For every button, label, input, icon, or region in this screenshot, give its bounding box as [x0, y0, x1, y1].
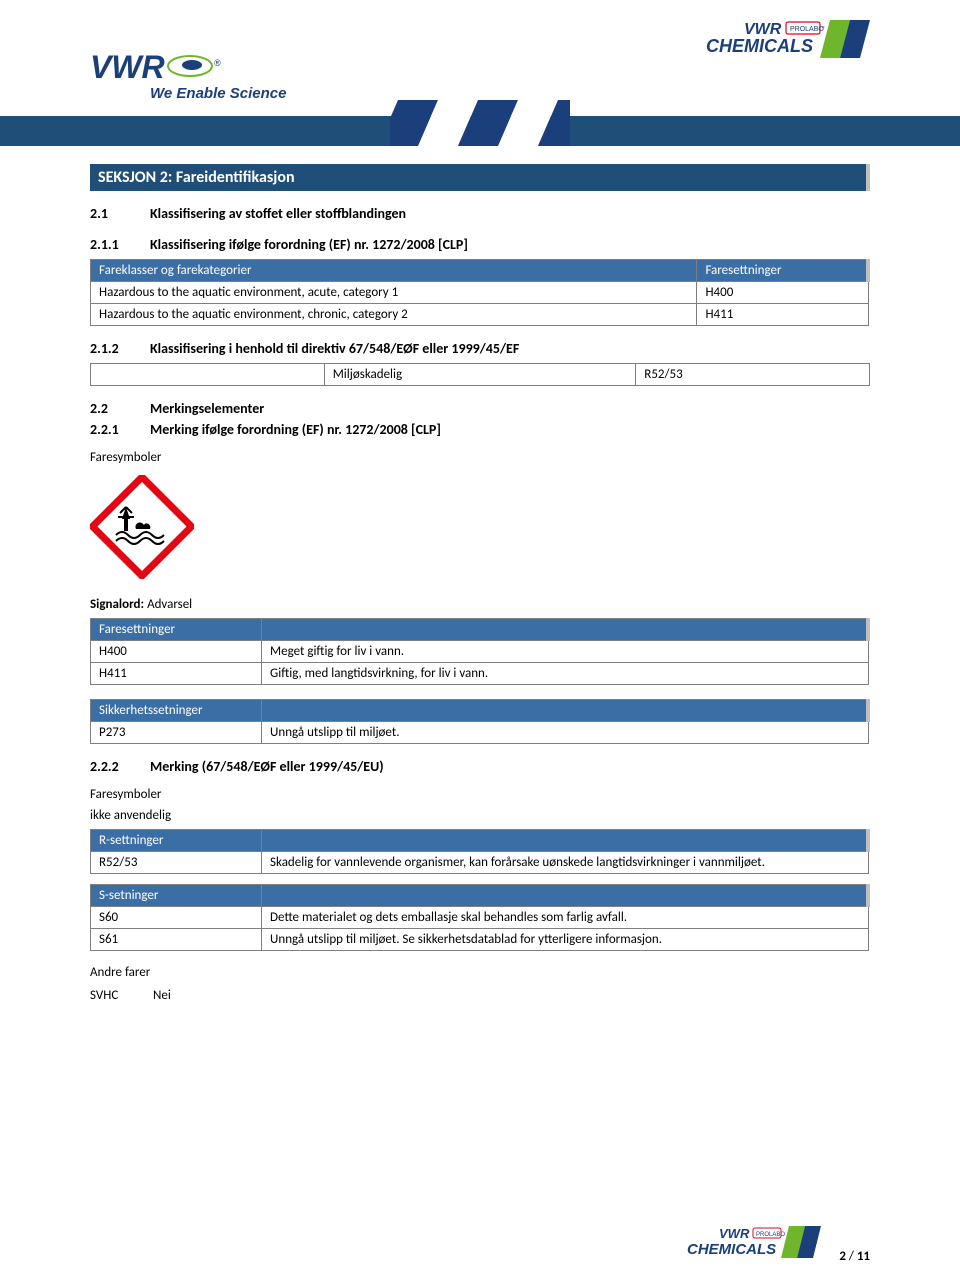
svg-text:®: ® [214, 58, 221, 68]
svg-text:VWR: VWR [719, 1226, 750, 1241]
heading-2-1-2: 2.1.2 Klassifisering i henhold til direk… [90, 340, 870, 357]
page-number: 2 / 11 [839, 1249, 870, 1264]
miljo-table: Miljøskadelig R52/53 [90, 363, 870, 386]
logo-chemicals: VWR PROLABO ® CHEMICALS [700, 18, 870, 64]
s-phrases-table: S-setninger S60 Dette materialet og dets… [90, 884, 870, 951]
cell: Unngå utslipp til miljøet. Se sikkerhets… [262, 929, 868, 951]
signal-word: Signalord: Advarsel [90, 597, 870, 612]
heading-text: Klassifisering ifølge forordning (EF) nr… [150, 236, 468, 253]
heading-2-2-2: 2.2.2 Merking (67/548/EØF eller 1999/45/… [90, 758, 870, 775]
heading-num: 2.1 [90, 205, 150, 222]
page-footer: VWR PROLABO CHEMICALS 2 / 11 [683, 1224, 870, 1264]
other-hazards-label: Andre farer [90, 965, 870, 980]
heading-text: Merking ifølge forordning (EF) nr. 1272/… [150, 421, 441, 438]
cell: H411 [697, 304, 868, 326]
svhc-value: Nei [153, 988, 171, 1003]
cell: Hazardous to the aquatic environment, ch… [91, 304, 697, 326]
chevron-decoration [390, 100, 570, 150]
cell: H400 [697, 282, 868, 304]
not-applicable-label: ikke anvendelig [90, 808, 870, 823]
table-row: H411 Giftig, med langtidsvirkning, for l… [91, 663, 869, 685]
heading-num: 2.2.1 [90, 421, 150, 438]
svhc-row: SVHC Nei [90, 988, 870, 1003]
signal-value: Advarsel [147, 597, 192, 612]
table-row: R52/53 Skadelig for vannlevende organism… [91, 852, 869, 874]
col-header [262, 700, 868, 722]
svg-text:CHEMICALS: CHEMICALS [687, 1241, 776, 1258]
col-header [262, 619, 868, 641]
cell: Giftig, med langtidsvirkning, for liv i … [262, 663, 868, 685]
section-2-header: SEKSJON 2: Fareidentifikasjon [90, 164, 870, 191]
svg-text:VWR: VWR [90, 49, 165, 85]
svg-text:PROLABO: PROLABO [756, 1232, 785, 1238]
cell: H400 [91, 641, 262, 663]
heading-num: 2.2 [90, 400, 150, 417]
cell: R52/53 [636, 364, 870, 386]
table-row: S61 Unngå utslipp til miljøet. Se sikker… [91, 929, 869, 951]
logo-main: VWR ® We Enable Science [90, 48, 310, 110]
cell: Skadelig for vannlevende organismer, kan… [262, 852, 868, 874]
heading-num: 2.2.2 [90, 758, 150, 775]
heading-2-2-1: 2.2.1 Merking ifølge forordning (EF) nr.… [90, 421, 870, 438]
cell [91, 364, 325, 386]
page-current: 2 [839, 1249, 846, 1264]
heading-text: Merking (67/548/EØF eller 1999/45/EU) [150, 758, 384, 775]
table-row: Miljøskadelig R52/53 [91, 364, 870, 386]
table-row: Hazardous to the aquatic environment, ch… [91, 304, 869, 326]
cell: Miljøskadelig [324, 364, 636, 386]
col-header: Fareklasser og farekategorier [91, 260, 697, 282]
svg-text:CHEMICALS: CHEMICALS [706, 36, 813, 56]
heading-2-1: 2.1 Klassifisering av stoffet eller stof… [90, 205, 870, 222]
svg-text:We Enable Science: We Enable Science [150, 85, 286, 102]
page-total: 11 [857, 1249, 870, 1264]
col-header: S-setninger [91, 885, 262, 907]
heading-num: 2.1.1 [90, 236, 150, 253]
svg-text:®: ® [822, 24, 826, 33]
col-header: Faresettninger [697, 260, 868, 282]
col-header [262, 830, 868, 852]
col-header: Sikkerhetssetninger [91, 700, 262, 722]
faresymboler-label: Faresymboler [90, 450, 870, 465]
col-header [262, 885, 868, 907]
r-phrases-table: R-settninger R52/53 Skadelig for vannlev… [90, 829, 870, 874]
heading-text: Klassifisering i henhold til direktiv 67… [150, 340, 519, 357]
table-row: S60 Dette materialet og dets emballasje … [91, 907, 869, 929]
logo-chemicals-footer: VWR PROLABO CHEMICALS [683, 1224, 823, 1264]
cell: S60 [91, 907, 262, 929]
signal-label: Signalord: [90, 597, 144, 612]
table-row: P273 Unngå utslipp til miljøet. [91, 722, 869, 744]
heading-2-2: 2.2 Merkingselementer [90, 400, 870, 417]
cell: H411 [91, 663, 262, 685]
heading-text: Merkingselementer [150, 400, 264, 417]
classification-table: Fareklasser og farekategorier Faresettni… [90, 259, 870, 326]
cell: Unngå utslipp til miljøet. [262, 722, 868, 744]
heading-2-1-1: 2.1.1 Klassifisering ifølge forordning (… [90, 236, 870, 253]
page-sep: / [846, 1249, 857, 1264]
cell: R52/53 [91, 852, 262, 874]
ghs-pictogram-environment [90, 475, 870, 583]
faresymboler-label-2: Faresymboler [90, 787, 870, 802]
page-header: VWR ® We Enable Science VWR PROLABO ® CH… [90, 18, 870, 110]
svg-text:PROLABO: PROLABO [790, 26, 824, 33]
cell: Meget giftig for liv i vann. [262, 641, 868, 663]
hazard-statements-table: Faresettninger H400 Meget giftig for liv… [90, 618, 870, 685]
cell: S61 [91, 929, 262, 951]
cell: Dette materialet og dets emballasje skal… [262, 907, 868, 929]
heading-text: Klassifisering av stoffet eller stoffbla… [150, 205, 406, 222]
table-row: Hazardous to the aquatic environment, ac… [91, 282, 869, 304]
heading-num: 2.1.2 [90, 340, 150, 357]
header-band [0, 116, 960, 146]
table-row: H400 Meget giftig for liv i vann. [91, 641, 869, 663]
section-title: SEKSJON 2: Fareidentifikasjon [98, 168, 295, 187]
col-header: Faresettninger [91, 619, 262, 641]
cell: Hazardous to the aquatic environment, ac… [91, 282, 697, 304]
svhc-label: SVHC [90, 988, 150, 1003]
precautionary-table: Sikkerhetssetninger P273 Unngå utslipp t… [90, 699, 870, 744]
col-header: R-settninger [91, 830, 262, 852]
cell: P273 [91, 722, 262, 744]
